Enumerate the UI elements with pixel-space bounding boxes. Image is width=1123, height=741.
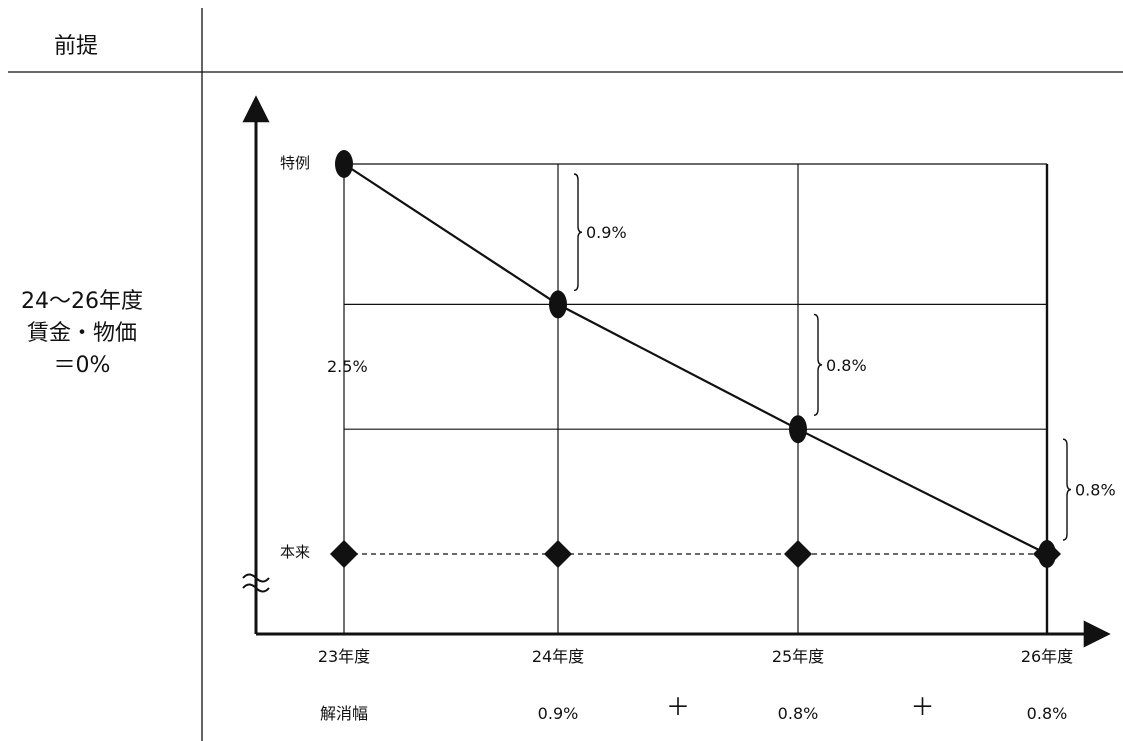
step-brace	[1062, 438, 1072, 541]
gap-label: 2.5%	[327, 357, 368, 376]
bottom-row-value: 0.8%	[778, 704, 819, 723]
step-label: 0.8%	[826, 356, 867, 375]
data-point-special	[335, 150, 353, 178]
bottom-row-operator: ＋	[911, 693, 935, 721]
bottom-row-value: 0.9%	[538, 704, 579, 723]
premise-line-2: 賃金・物価	[26, 321, 137, 346]
data-point-special	[549, 290, 567, 319]
series-line-special	[343, 163, 1048, 555]
series-layer	[343, 163, 1048, 555]
premise-header: 前提	[54, 34, 99, 59]
marker-layer	[330, 150, 1061, 568]
data-point-special	[789, 415, 807, 444]
step-brace	[573, 173, 583, 292]
step-labels: 0.9% 0.8% 0.8%	[586, 223, 1116, 499]
premise-line-1: 24〜26年度	[21, 289, 143, 314]
premise-conditions: 24〜26年度 賃金・物価 ＝0%	[0, 286, 164, 382]
brace-layer	[573, 173, 1072, 541]
x-tick-label: 25年度	[772, 647, 824, 666]
series-label-special: 特例	[280, 154, 310, 172]
series-label-base: 本来	[280, 543, 310, 561]
bottom-row-operator: ＋	[666, 693, 690, 721]
step-brace	[813, 313, 823, 416]
step-label: 0.9%	[586, 223, 627, 242]
grid-lines	[343, 163, 1049, 634]
step-label: 0.8%	[1075, 481, 1116, 500]
x-tick-label: 24年度	[532, 647, 584, 666]
premise-line-3: ＝0%	[53, 353, 111, 378]
data-point-base	[784, 540, 812, 568]
data-point-base	[330, 540, 358, 568]
x-tick-labels: 23年度 24年度 25年度 26年度	[318, 647, 1073, 666]
bottom-row: 解消幅 0.9% ＋ 0.8% ＋ 0.8%	[320, 693, 1067, 723]
axis-break-icon	[242, 573, 270, 593]
bottom-row-value: 0.8%	[1027, 704, 1068, 723]
x-tick-label: 26年度	[1021, 647, 1073, 666]
data-point-special	[1038, 540, 1056, 568]
x-tick-label: 23年度	[318, 647, 370, 666]
data-point-base	[544, 540, 572, 568]
bottom-row-label: 解消幅	[320, 704, 368, 723]
